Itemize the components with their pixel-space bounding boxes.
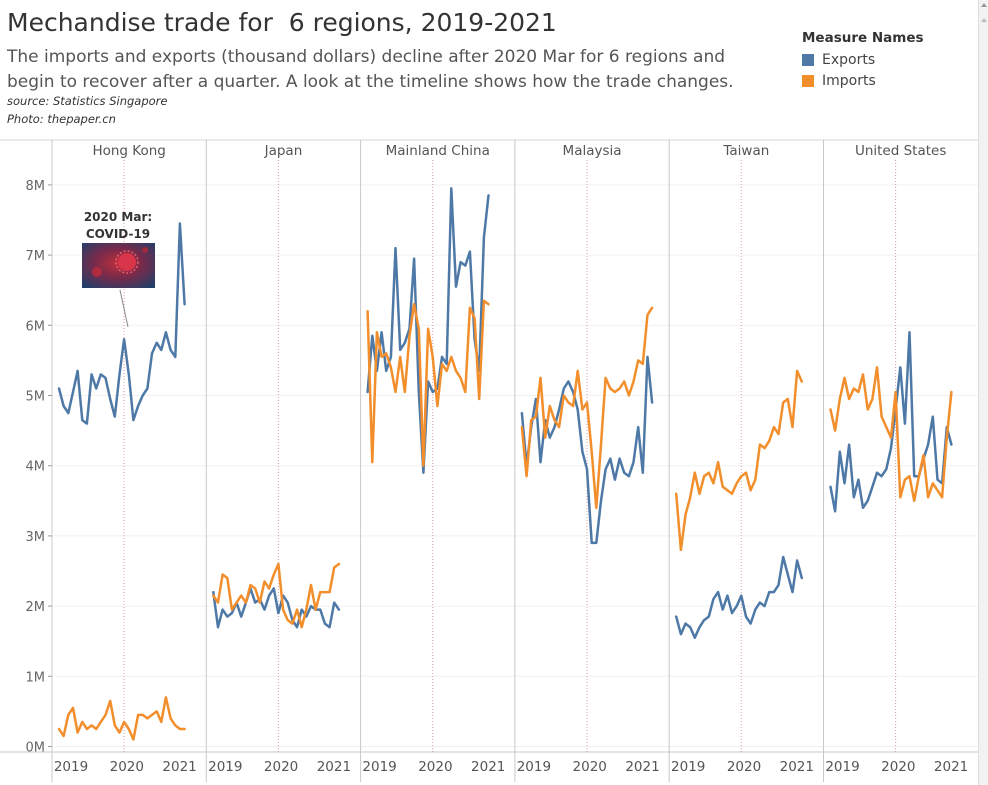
x-tick-label: 2020 [727, 759, 761, 775]
annotation-connector [119, 289, 129, 328]
series-line-united-states-exports [829, 331, 953, 513]
x-tick-label: 2019 [208, 759, 242, 775]
x-tick-label: 2019 [671, 759, 705, 775]
photo-credit: Photo: thepaper.cn [7, 112, 116, 126]
virus-particle-tiny-icon [142, 247, 148, 253]
y-tick-label: 4M [26, 460, 46, 475]
x-tick-label: 2019 [825, 759, 859, 775]
x-tick-label: 2020 [881, 759, 915, 775]
series-line-taiwan-exports [674, 555, 804, 639]
series-line-united-states-imports [829, 366, 953, 503]
annotation-text-line2: COVID-19 [86, 227, 150, 241]
x-tick-label: 2021 [780, 759, 814, 775]
x-tick-label: 2021 [317, 759, 351, 775]
annotation-text-line1: 2020 Mar: [84, 210, 152, 224]
chart-title: Mechandise trade for 6 regions, 2019-202… [7, 8, 557, 37]
y-tick-label: 1M [26, 670, 46, 685]
scroll-up-secondary-icon[interactable] [981, 18, 987, 22]
x-tick-label: 2019 [362, 759, 396, 775]
panel-header-united-states: United States [855, 143, 946, 159]
legend-item-imports[interactable]: Imports [802, 70, 972, 91]
imports-swatch [802, 74, 814, 87]
x-tick-label: 2020 [573, 759, 607, 775]
series-line-malaysia-exports [520, 355, 654, 545]
panel-header-taiwan: Taiwan [722, 143, 769, 159]
y-tick-label: 0M [26, 741, 46, 756]
virus-particle-icon [118, 253, 136, 271]
x-tick-label: 2019 [517, 759, 551, 775]
y-tick-label: 7M [26, 249, 46, 264]
vertical-scrollbar[interactable] [978, 0, 988, 785]
series-line-japan-imports [212, 562, 341, 629]
virus-spikes-icon [115, 250, 139, 274]
x-tick-label: 2020 [418, 759, 452, 775]
y-tick-label: 6M [26, 319, 46, 334]
x-tick-label: 2021 [162, 759, 196, 775]
y-tick-label: 2M [26, 600, 46, 615]
legend-title: Measure Names [802, 30, 924, 46]
series-line-mainland-china-exports [366, 187, 490, 474]
exports-swatch [802, 53, 814, 66]
legend-item-exports[interactable]: Exports [802, 49, 972, 70]
x-tick-label: 2020 [264, 759, 298, 775]
virus-particle-small-icon [92, 267, 102, 277]
series-line-taiwan-imports [674, 369, 804, 552]
x-tick-label: 2021 [934, 759, 968, 775]
series-line-hong-kong-exports [57, 222, 186, 425]
panel-header-malaysia: Malaysia [563, 143, 622, 159]
series-line-malaysia-imports [520, 306, 654, 510]
chart-subtitle: The imports and exports (thousand dollar… [7, 47, 734, 92]
panel-header-mainland-china: Mainland China [386, 143, 490, 159]
x-tick-label: 2019 [54, 759, 88, 775]
panel-header-japan: Japan [264, 143, 303, 159]
legend-label-exports: Exports [822, 51, 876, 68]
x-tick-label: 2021 [625, 759, 659, 775]
y-tick-label: 3M [26, 530, 46, 545]
series-line-mainland-china-imports [366, 299, 490, 467]
legend: Measure Names Exports Imports [802, 30, 972, 91]
scroll-up-icon[interactable] [981, 3, 987, 7]
source-credit: source: Statistics Singapore [7, 94, 168, 108]
y-tick-label: 5M [26, 390, 46, 405]
series-line-hong-kong-imports [57, 696, 186, 741]
legend-label-imports: Imports [822, 72, 876, 89]
x-tick-label: 2021 [471, 759, 505, 775]
panel-header-hong-kong: Hong Kong [92, 143, 165, 159]
y-tick-label: 8M [26, 179, 46, 194]
x-tick-label: 2020 [110, 759, 144, 775]
